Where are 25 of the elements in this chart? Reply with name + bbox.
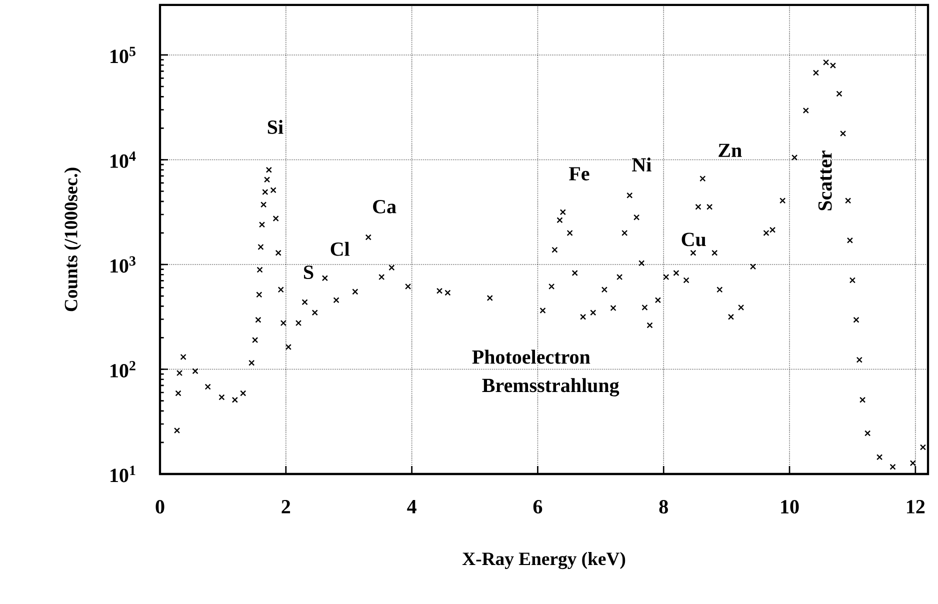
annotation: Si <box>268 120 284 134</box>
y-tick-label: 10$^{4}$ <box>110 152 136 168</box>
x-tick-label: 0 <box>156 500 164 514</box>
annotation: Cu <box>682 232 706 246</box>
annotation: Ni <box>632 158 652 172</box>
y-tick-label: 10$^{5}$ <box>110 46 136 64</box>
annotation: Cl <box>330 242 350 256</box>
annotation: Photoelectron <box>472 350 590 364</box>
annotation: Scatter <box>818 150 832 210</box>
annotation: Bremsstrahlung <box>482 378 620 396</box>
x-tick-label: 4 <box>407 500 416 514</box>
x-tick-label: 8 <box>659 500 668 514</box>
x-tick-label: 2 <box>282 500 290 514</box>
y-axis-title: Counts (/1000sec.) <box>64 168 82 312</box>
annotation: Fe <box>569 167 590 180</box>
y-tick-label: 10$^{3}$ <box>110 256 136 273</box>
annotation: Zn <box>718 144 742 157</box>
annotation: Ca <box>373 200 396 214</box>
x-tick-label: 12 <box>907 500 925 514</box>
x-tick-label: 6 <box>533 500 542 514</box>
annotation: S <box>304 266 314 280</box>
y-tick-label: 10$^{1}$ <box>110 466 136 482</box>
x-tick-label: 10 <box>781 500 799 514</box>
x-axis-title: X-Ray Energy (keV) <box>462 552 626 570</box>
y-tick-label: 10$^{2}$ <box>110 361 136 378</box>
